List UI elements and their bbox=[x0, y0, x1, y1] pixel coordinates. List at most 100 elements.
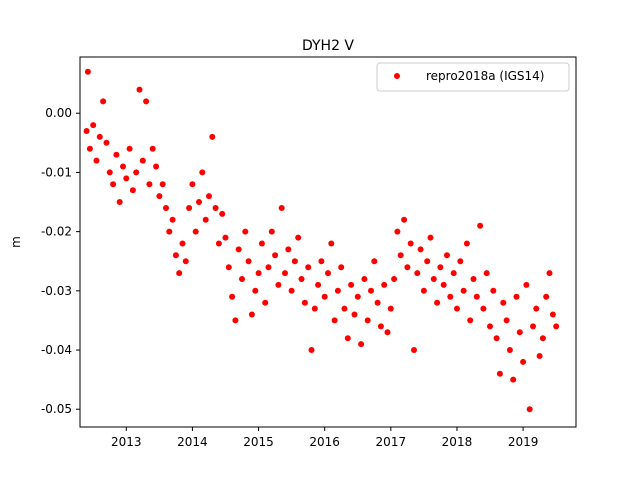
data-point bbox=[368, 287, 374, 294]
x-tick-label: 2015 bbox=[243, 435, 274, 449]
data-point bbox=[404, 264, 411, 271]
data-point bbox=[520, 358, 527, 365]
chart-title: DYH2 V bbox=[302, 38, 354, 54]
data-point bbox=[110, 181, 117, 188]
data-point bbox=[331, 317, 338, 324]
plot-frame bbox=[79, 56, 577, 428]
data-point bbox=[341, 305, 348, 312]
data-point bbox=[496, 370, 503, 377]
data-point bbox=[126, 145, 133, 152]
data-point bbox=[143, 98, 150, 105]
data-point bbox=[473, 293, 480, 300]
x-tick-label: 2019 bbox=[508, 435, 539, 449]
data-point bbox=[470, 276, 477, 282]
data-point bbox=[139, 157, 146, 164]
data-point bbox=[437, 264, 444, 271]
legend-label: repro2018a (IGS14) bbox=[426, 69, 544, 83]
data-point bbox=[159, 181, 166, 188]
data-point bbox=[262, 299, 269, 306]
data-point bbox=[272, 252, 279, 259]
data-point bbox=[149, 145, 156, 152]
plot-area bbox=[80, 57, 576, 427]
data-point bbox=[444, 252, 450, 259]
data-point bbox=[553, 323, 560, 330]
data-point bbox=[275, 281, 282, 288]
data-point bbox=[411, 347, 417, 353]
data-point bbox=[146, 181, 153, 188]
data-point bbox=[235, 246, 242, 253]
data-point bbox=[100, 98, 107, 105]
data-point bbox=[358, 341, 365, 348]
data-point bbox=[539, 335, 546, 342]
data-point bbox=[308, 347, 315, 353]
data-point bbox=[374, 299, 381, 306]
data-point bbox=[212, 205, 219, 211]
data-point bbox=[318, 258, 325, 265]
data-point bbox=[391, 276, 398, 282]
data-point bbox=[500, 299, 507, 306]
data-point bbox=[133, 169, 140, 176]
data-point bbox=[278, 205, 285, 211]
data-point bbox=[242, 228, 249, 235]
x-tick-label: 2016 bbox=[309, 435, 340, 449]
data-point bbox=[113, 151, 120, 158]
legend-box bbox=[376, 62, 570, 92]
data-point bbox=[490, 287, 497, 294]
data-point bbox=[129, 187, 136, 194]
data-point bbox=[510, 376, 517, 383]
data-points-layer bbox=[83, 68, 560, 413]
data-point bbox=[477, 222, 484, 229]
data-point bbox=[338, 264, 345, 271]
data-point bbox=[206, 193, 212, 200]
data-point bbox=[222, 234, 229, 241]
data-point bbox=[166, 228, 173, 235]
data-point bbox=[523, 281, 530, 288]
data-point bbox=[84, 68, 91, 75]
data-point bbox=[503, 317, 510, 324]
data-point bbox=[384, 329, 391, 336]
data-point bbox=[179, 240, 186, 247]
data-point bbox=[328, 240, 335, 247]
data-point bbox=[414, 270, 421, 277]
data-point bbox=[361, 276, 368, 282]
y-tick-label: -0.02 bbox=[41, 225, 72, 239]
data-point bbox=[344, 335, 351, 342]
data-point bbox=[440, 281, 447, 288]
data-point bbox=[169, 216, 176, 223]
x-tick-label: 2013 bbox=[111, 435, 142, 449]
data-point bbox=[463, 240, 470, 247]
data-point bbox=[334, 287, 341, 294]
data-point bbox=[397, 252, 404, 259]
x-tick-label: 2014 bbox=[177, 435, 208, 449]
data-point bbox=[364, 317, 371, 324]
data-point bbox=[381, 281, 388, 288]
data-point bbox=[424, 258, 431, 265]
data-point bbox=[219, 210, 226, 217]
data-point bbox=[291, 258, 298, 265]
y-axis-label: m bbox=[9, 236, 23, 248]
data-point bbox=[407, 240, 414, 247]
data-point bbox=[192, 228, 199, 235]
data-point bbox=[229, 293, 236, 300]
data-point bbox=[265, 264, 272, 271]
x-tick-label: 2018 bbox=[442, 435, 473, 449]
data-point bbox=[189, 181, 196, 188]
data-point bbox=[321, 293, 328, 300]
data-point bbox=[232, 317, 239, 324]
data-point bbox=[83, 128, 90, 134]
data-point bbox=[288, 287, 295, 294]
data-point bbox=[172, 252, 179, 259]
data-point bbox=[156, 193, 163, 200]
data-point bbox=[325, 270, 331, 277]
data-point bbox=[483, 270, 490, 277]
data-point bbox=[295, 234, 302, 241]
data-point bbox=[530, 323, 536, 330]
data-point bbox=[513, 293, 520, 300]
data-point bbox=[136, 86, 143, 93]
data-point bbox=[427, 234, 434, 241]
data-point bbox=[239, 276, 245, 282]
data-point bbox=[417, 246, 424, 253]
data-point bbox=[298, 276, 305, 282]
data-point bbox=[348, 281, 355, 288]
data-point bbox=[153, 163, 160, 170]
